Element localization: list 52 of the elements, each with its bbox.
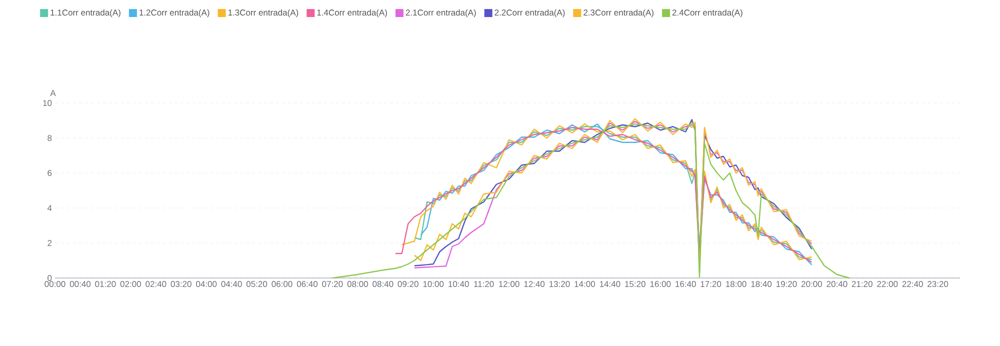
y-tick-label: 4 [47,205,52,211]
x-tick-label: 15:20 [625,281,646,288]
x-tick-label: 06:00 [272,281,292,288]
y-tick-label: 10 [43,100,52,106]
x-tick-label: 08:00 [347,281,368,288]
x-tick-label: 20:40 [826,281,848,288]
x-tick-label: 22:40 [902,281,923,288]
legend-label: 1.2Corr entrada(A) [140,9,210,18]
legend-label: 1.3Corr entrada(A) [228,9,298,18]
x-tick-label: 08:40 [372,281,394,288]
y-tick-label: 6 [48,170,52,176]
x-tick-label: 22:00 [877,281,898,288]
y-axis-title: A [50,90,56,96]
x-tick-label: 18:00 [726,281,746,288]
x-tick-label: 12:00 [499,281,520,288]
y-tick-label: 0 [48,274,52,282]
x-tick-label: 00:40 [70,281,91,288]
x-tick-label: 13:20 [549,281,570,288]
x-tick-label: 14:00 [574,281,595,288]
x-tick-label: 02:00 [120,281,141,288]
legend-label: 2.2Corr entrada(A) [494,9,565,18]
x-tick-label: 04:00 [196,281,217,288]
x-tick-label: 16:00 [650,281,671,288]
x-tick-label: 20:00 [801,281,822,288]
x-tick-label: 12:40 [524,281,545,288]
x-tick-label: 01:20 [95,281,116,288]
x-tick-label: 03:20 [170,281,192,288]
x-tick-label: 18:40 [751,281,772,288]
legend-label: 1.4Corr entrada(A) [317,9,387,18]
x-tick-label: 06:40 [296,281,318,288]
x-tick-label: 00:00 [44,281,66,288]
x-tick-label: 14:40 [600,281,620,288]
x-tick-label: 16:40 [676,281,696,288]
y-tick-label: 2 [48,240,52,246]
x-tick-label: 19:20 [776,281,797,288]
x-tick-label: 05:20 [246,281,268,288]
legend-label: 2.4Corr entrada(A) [672,9,742,18]
x-tick-label: 04:40 [221,281,242,288]
x-tick-label: 21:20 [852,281,872,288]
x-tick-label: 10:40 [448,281,469,288]
x-tick-label: 10:00 [423,281,444,288]
legend-label: 2.3Corr entrada(A) [584,9,654,18]
x-tick-label: 09:20 [398,281,418,288]
legend-label: 1.1Corr entrada(A) [50,9,120,18]
y-tick-label: 8 [48,134,52,141]
line-series [332,122,850,279]
x-tick-label: 07:20 [322,281,343,288]
x-tick-label: 23:20 [928,281,948,288]
x-tick-label: 17:20 [700,281,722,288]
legend-label: 2.1Corr entrada(A) [406,9,476,18]
x-tick-label: 11:20 [474,281,494,288]
x-tick-label: 02:40 [146,281,166,288]
